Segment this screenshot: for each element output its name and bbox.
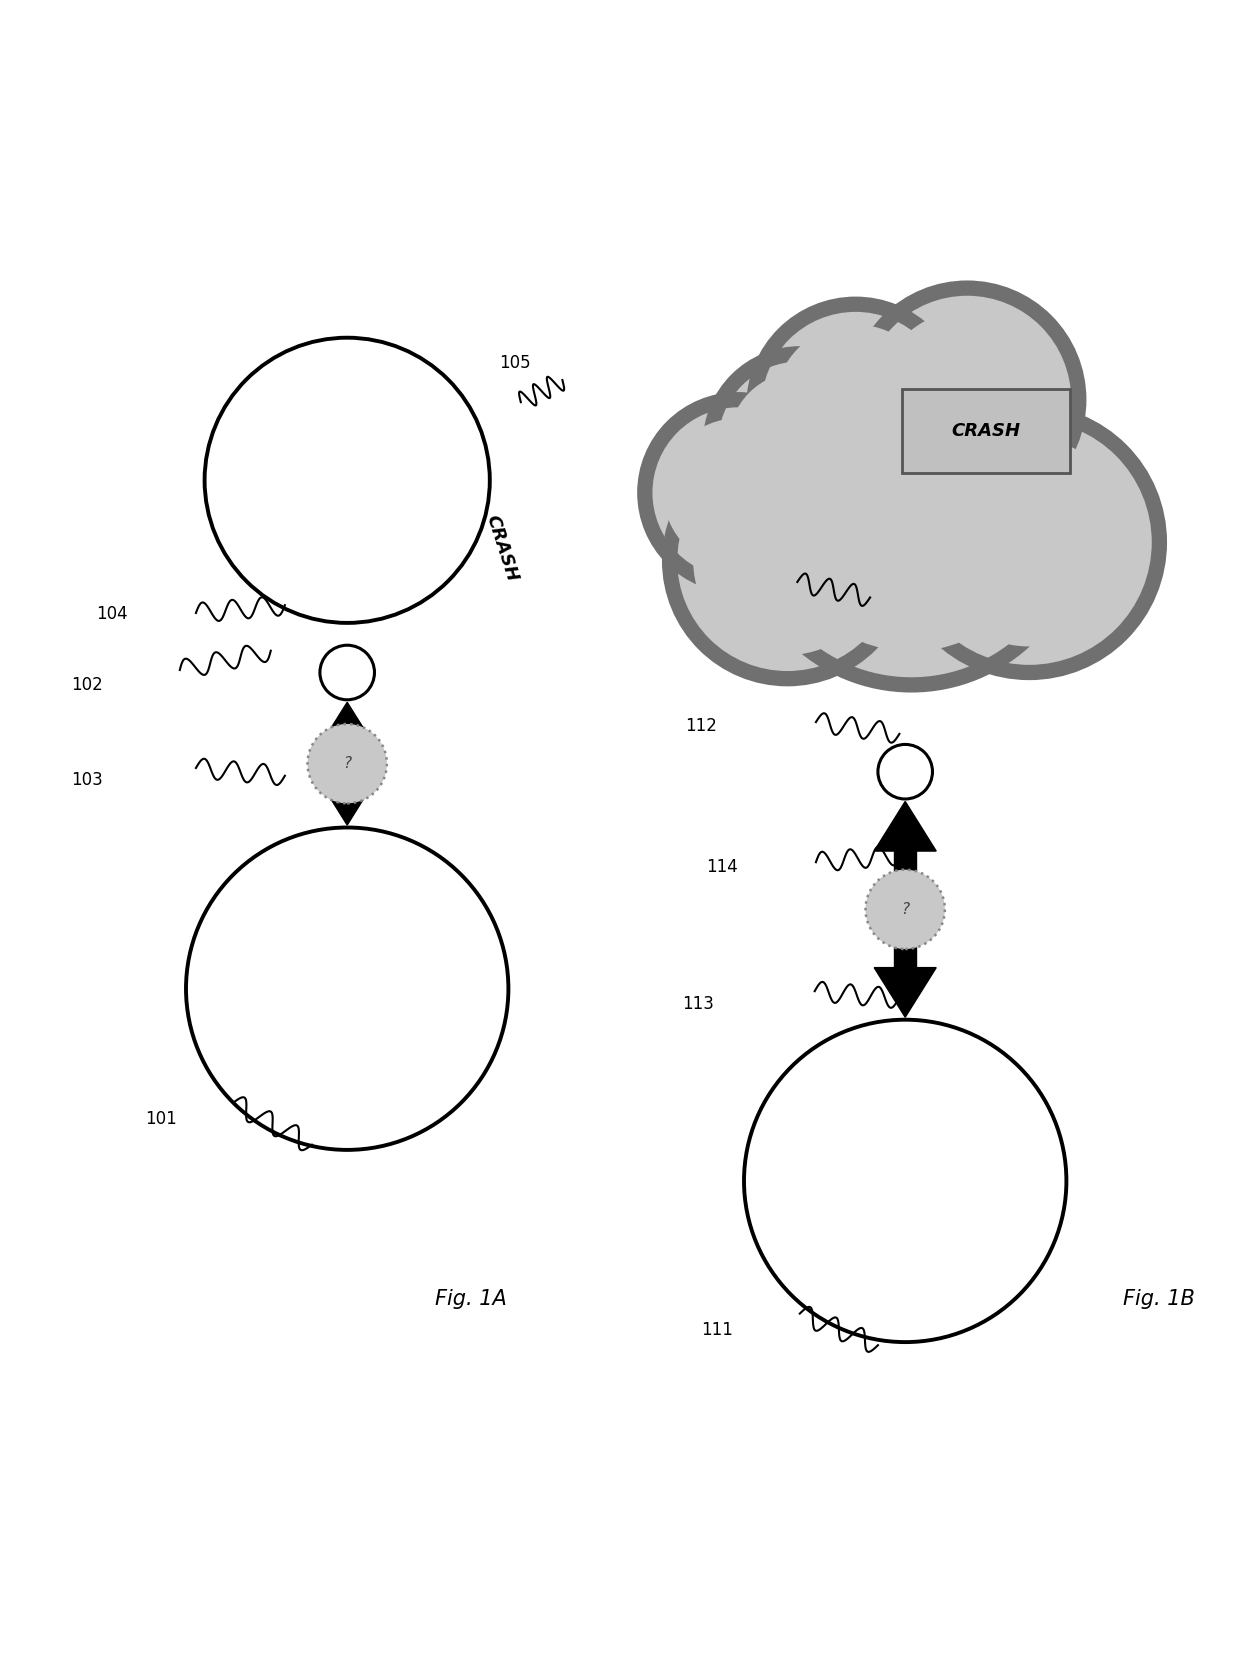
- Circle shape: [186, 828, 508, 1150]
- Text: 105: 105: [498, 354, 531, 371]
- Text: ?: ?: [343, 756, 351, 771]
- Circle shape: [744, 351, 1079, 685]
- Circle shape: [645, 401, 831, 586]
- Circle shape: [670, 444, 905, 679]
- Text: 111: 111: [701, 1321, 733, 1339]
- Circle shape: [925, 439, 1133, 647]
- Text: 103: 103: [71, 771, 103, 789]
- Text: ?: ?: [901, 902, 909, 917]
- Text: 114: 114: [706, 859, 738, 875]
- Text: Fig. 1B: Fig. 1B: [1123, 1289, 1195, 1309]
- Circle shape: [878, 311, 1056, 488]
- Text: 101: 101: [145, 1111, 177, 1129]
- Circle shape: [777, 384, 1045, 652]
- Text: 115: 115: [740, 576, 773, 594]
- Circle shape: [754, 305, 957, 508]
- Circle shape: [663, 419, 812, 568]
- Text: 113: 113: [682, 995, 714, 1013]
- Text: 104: 104: [95, 606, 128, 624]
- Circle shape: [856, 288, 1079, 511]
- Text: 102: 102: [71, 675, 103, 693]
- Circle shape: [878, 745, 932, 799]
- Circle shape: [899, 412, 1159, 672]
- Circle shape: [774, 324, 937, 487]
- Circle shape: [308, 723, 387, 803]
- Text: Fig. 1A: Fig. 1A: [435, 1289, 507, 1309]
- Circle shape: [320, 645, 374, 700]
- Polygon shape: [874, 968, 936, 1018]
- Polygon shape: [316, 776, 378, 826]
- Bar: [894, 851, 916, 968]
- Circle shape: [711, 354, 889, 533]
- Circle shape: [693, 467, 882, 655]
- Polygon shape: [874, 801, 936, 851]
- Text: CRASH: CRASH: [951, 422, 1021, 440]
- Polygon shape: [316, 702, 378, 751]
- Circle shape: [866, 869, 945, 948]
- Bar: [336, 751, 358, 776]
- Text: CRASH: CRASH: [482, 513, 522, 584]
- Circle shape: [744, 1019, 1066, 1342]
- Circle shape: [205, 338, 490, 622]
- Circle shape: [728, 372, 872, 515]
- Bar: [901, 389, 1069, 473]
- Text: 112: 112: [684, 717, 717, 735]
